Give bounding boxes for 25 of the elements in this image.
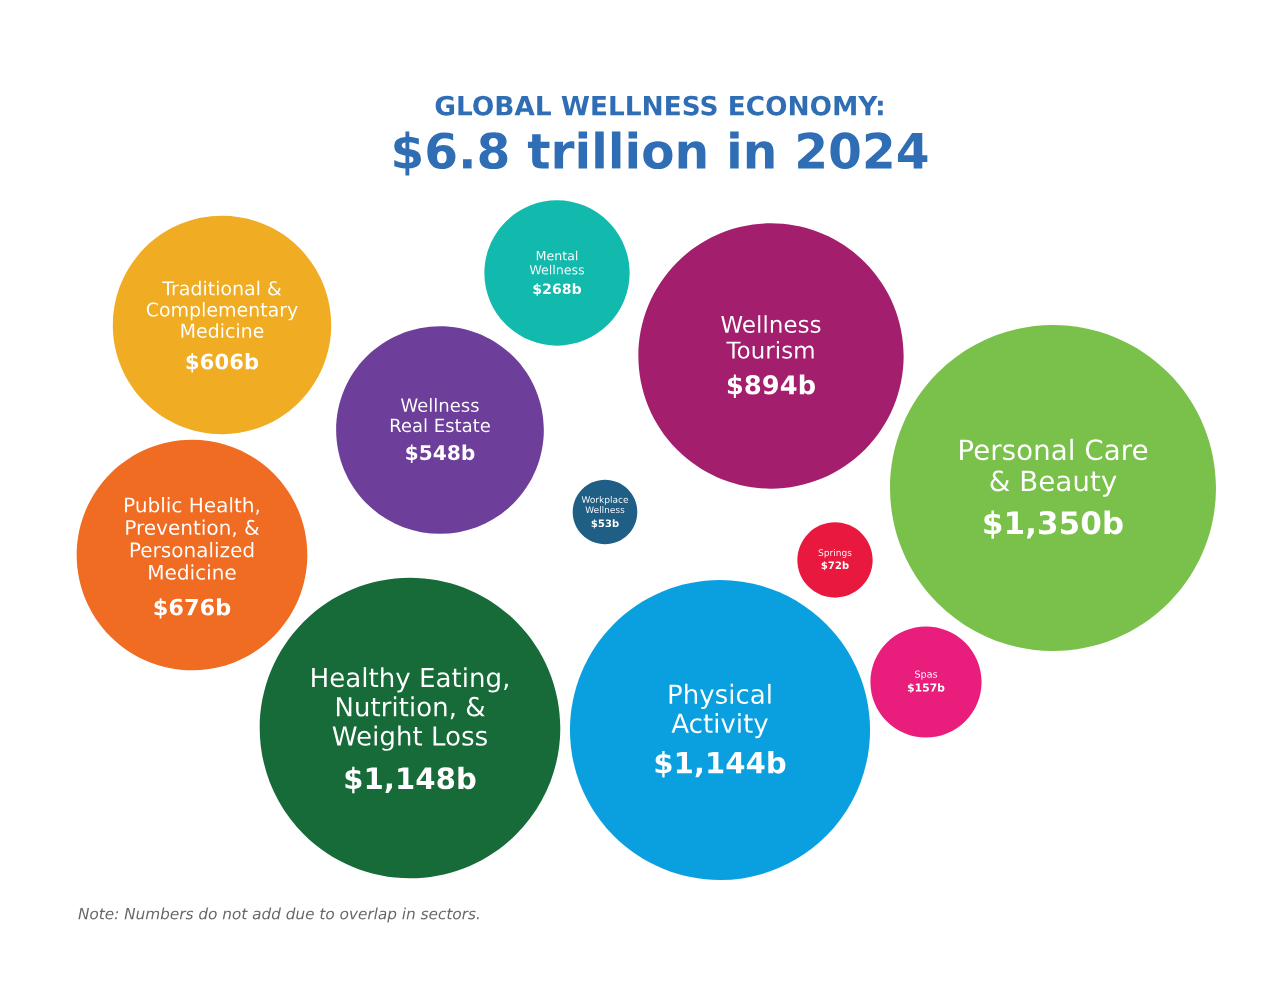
data-label: $606b (186, 353, 259, 373)
category-label: Personal Care & Beauty (960, 438, 1148, 497)
data-label: $268b (533, 283, 582, 296)
data-label: $676b (154, 598, 231, 619)
category-label: Mental Wellness (529, 250, 585, 275)
text: GLOBAL WELLNESS ECONOMY: (435, 95, 883, 116)
category-label: Public Health, Prevention, & Personalized Medicine (125, 497, 260, 580)
data-label: $72b (821, 561, 849, 571)
category-label: Physical Activity (669, 683, 771, 739)
data-label: $1,148b (345, 766, 476, 794)
data-label: $157b (907, 683, 945, 694)
data-label: $1,350b (984, 510, 1123, 539)
data-label: $1,144b (655, 751, 786, 778)
category-label: Workplace Wellness (581, 496, 629, 514)
data-label: $894b (727, 374, 815, 398)
category-label: Healthy Eating, Nutrition, & Weight Loss (312, 667, 508, 751)
category-label: Wellness Tourism (721, 315, 821, 359)
category-label: Spas (915, 670, 938, 680)
data-label: $548b (406, 444, 475, 463)
category-label: Springs (818, 549, 852, 558)
data-label: $53b (591, 519, 619, 529)
text: Note: Numbers do not add due to overlap in sectors. (78, 907, 479, 923)
category-label: Wellness Real Estate (390, 398, 490, 433)
category-label: Traditional & Complementary Medicine (146, 280, 298, 338)
text: $6.8 trillion in 2024 (394, 131, 928, 176)
